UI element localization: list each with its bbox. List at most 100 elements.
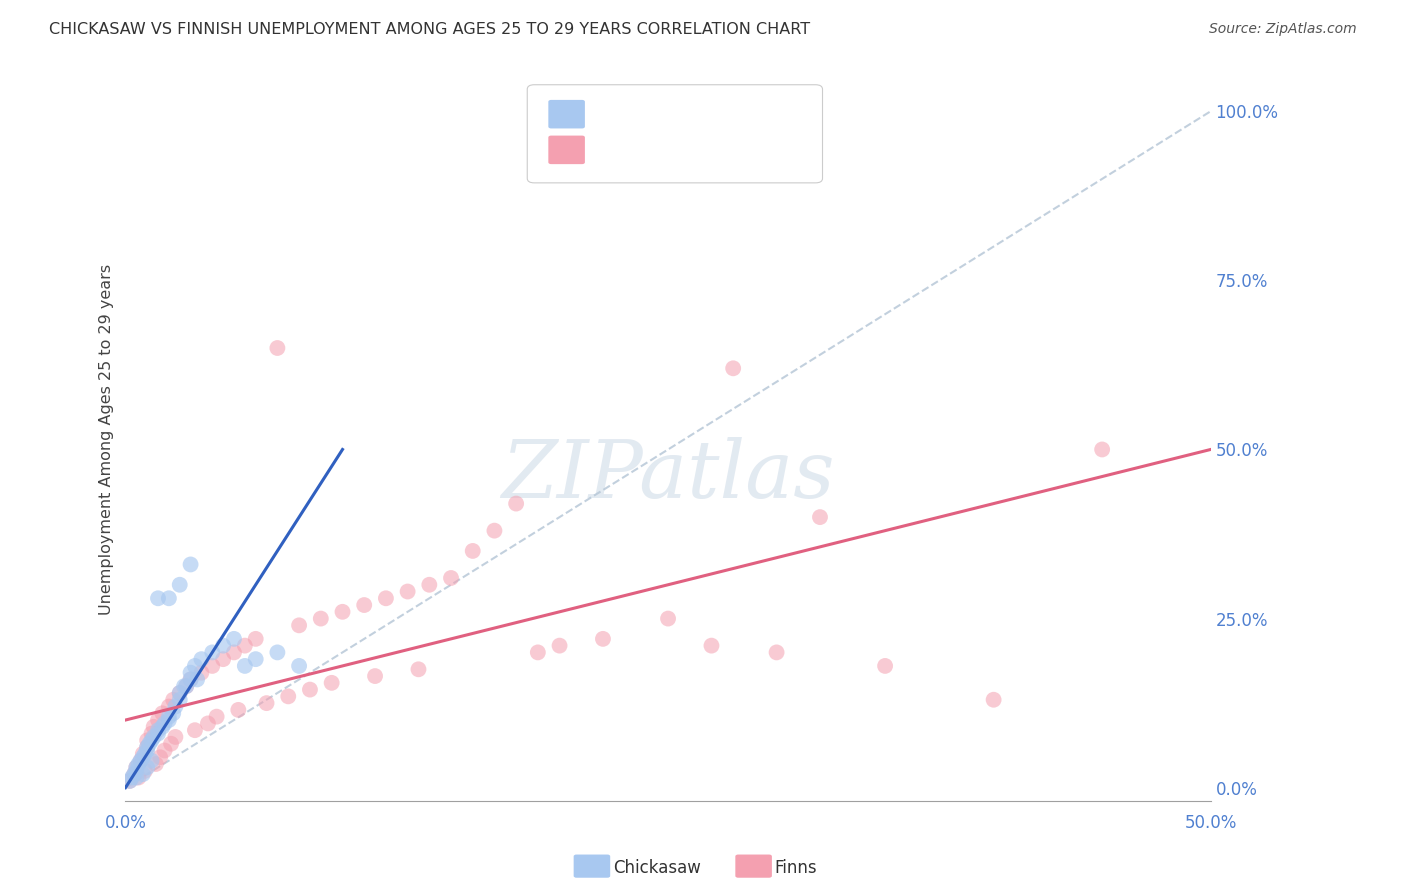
Point bbox=[245, 632, 267, 646]
Text: R = 0.601: R = 0.601 bbox=[593, 108, 683, 126]
Point bbox=[132, 767, 155, 781]
Point bbox=[527, 645, 550, 659]
Point bbox=[190, 665, 212, 680]
Point bbox=[184, 659, 207, 673]
Point bbox=[157, 709, 180, 723]
Point bbox=[122, 767, 145, 781]
Point bbox=[174, 679, 197, 693]
Point bbox=[125, 760, 148, 774]
Point bbox=[125, 764, 148, 778]
Point bbox=[180, 558, 202, 572]
Point bbox=[162, 706, 184, 721]
Point bbox=[142, 730, 165, 744]
Point bbox=[212, 652, 235, 666]
Point bbox=[150, 706, 173, 721]
Point bbox=[150, 720, 173, 734]
Point bbox=[983, 692, 1005, 706]
Point bbox=[212, 639, 235, 653]
Point bbox=[141, 726, 163, 740]
Point bbox=[256, 696, 278, 710]
Point bbox=[222, 632, 245, 646]
Point bbox=[138, 737, 160, 751]
Point bbox=[157, 713, 180, 727]
Text: CHICKASAW VS FINNISH UNEMPLOYMENT AMONG AGES 25 TO 29 YEARS CORRELATION CHART: CHICKASAW VS FINNISH UNEMPLOYMENT AMONG … bbox=[49, 22, 810, 37]
Point bbox=[122, 767, 145, 781]
Point bbox=[408, 662, 430, 676]
Point bbox=[125, 760, 148, 774]
Point bbox=[233, 639, 256, 653]
Y-axis label: Unemployment Among Ages 25 to 29 years: Unemployment Among Ages 25 to 29 years bbox=[100, 264, 114, 615]
Point bbox=[134, 764, 156, 778]
Point bbox=[288, 618, 311, 632]
Point bbox=[364, 669, 387, 683]
Point bbox=[201, 645, 224, 659]
Text: N = 62: N = 62 bbox=[695, 144, 756, 161]
Point bbox=[266, 645, 288, 659]
Point bbox=[169, 692, 191, 706]
Text: N = 46: N = 46 bbox=[695, 108, 756, 126]
Point bbox=[162, 692, 184, 706]
Point bbox=[129, 754, 152, 768]
Point bbox=[121, 771, 143, 785]
Point bbox=[142, 720, 165, 734]
Point bbox=[146, 723, 169, 738]
Point bbox=[321, 676, 343, 690]
Text: Chickasaw: Chickasaw bbox=[613, 859, 700, 877]
Point bbox=[128, 771, 150, 785]
Point bbox=[153, 743, 176, 757]
Point bbox=[374, 591, 396, 606]
Point bbox=[548, 639, 571, 653]
Point bbox=[505, 497, 527, 511]
Point bbox=[149, 750, 172, 764]
Text: Finns: Finns bbox=[775, 859, 817, 877]
Point bbox=[245, 652, 267, 666]
Point bbox=[169, 578, 191, 592]
Point bbox=[134, 747, 156, 761]
Point bbox=[157, 699, 180, 714]
Point bbox=[173, 679, 195, 693]
Point bbox=[180, 665, 202, 680]
Point bbox=[157, 591, 180, 606]
Point bbox=[808, 510, 831, 524]
Point bbox=[136, 740, 159, 755]
Point bbox=[141, 754, 163, 768]
Point bbox=[222, 645, 245, 659]
Point bbox=[298, 682, 321, 697]
Text: R =  0.511: R = 0.511 bbox=[593, 144, 689, 161]
Point bbox=[125, 771, 148, 785]
Point bbox=[288, 659, 311, 673]
Point bbox=[875, 659, 897, 673]
Point bbox=[205, 709, 228, 723]
Text: Source: ZipAtlas.com: Source: ZipAtlas.com bbox=[1209, 22, 1357, 37]
Point bbox=[145, 757, 167, 772]
Point bbox=[353, 598, 375, 612]
Point bbox=[197, 716, 219, 731]
Point bbox=[136, 760, 159, 774]
Point bbox=[160, 737, 183, 751]
Point bbox=[146, 591, 169, 606]
Point bbox=[141, 733, 163, 747]
Point bbox=[132, 750, 155, 764]
Point bbox=[165, 730, 187, 744]
Point bbox=[266, 341, 288, 355]
Point bbox=[418, 578, 440, 592]
Point bbox=[136, 740, 159, 755]
Point bbox=[592, 632, 614, 646]
Point bbox=[165, 699, 187, 714]
Point bbox=[721, 361, 744, 376]
Point bbox=[233, 659, 256, 673]
Point bbox=[174, 679, 197, 693]
Point bbox=[136, 733, 159, 747]
Point bbox=[180, 673, 202, 687]
Point bbox=[132, 747, 155, 761]
Point bbox=[332, 605, 354, 619]
Point bbox=[657, 611, 679, 625]
Point bbox=[1091, 442, 1114, 457]
Point bbox=[461, 544, 484, 558]
Point bbox=[190, 652, 212, 666]
Point bbox=[396, 584, 419, 599]
Point bbox=[118, 773, 141, 788]
Point bbox=[129, 754, 152, 768]
Point bbox=[136, 743, 159, 757]
Point bbox=[765, 645, 787, 659]
